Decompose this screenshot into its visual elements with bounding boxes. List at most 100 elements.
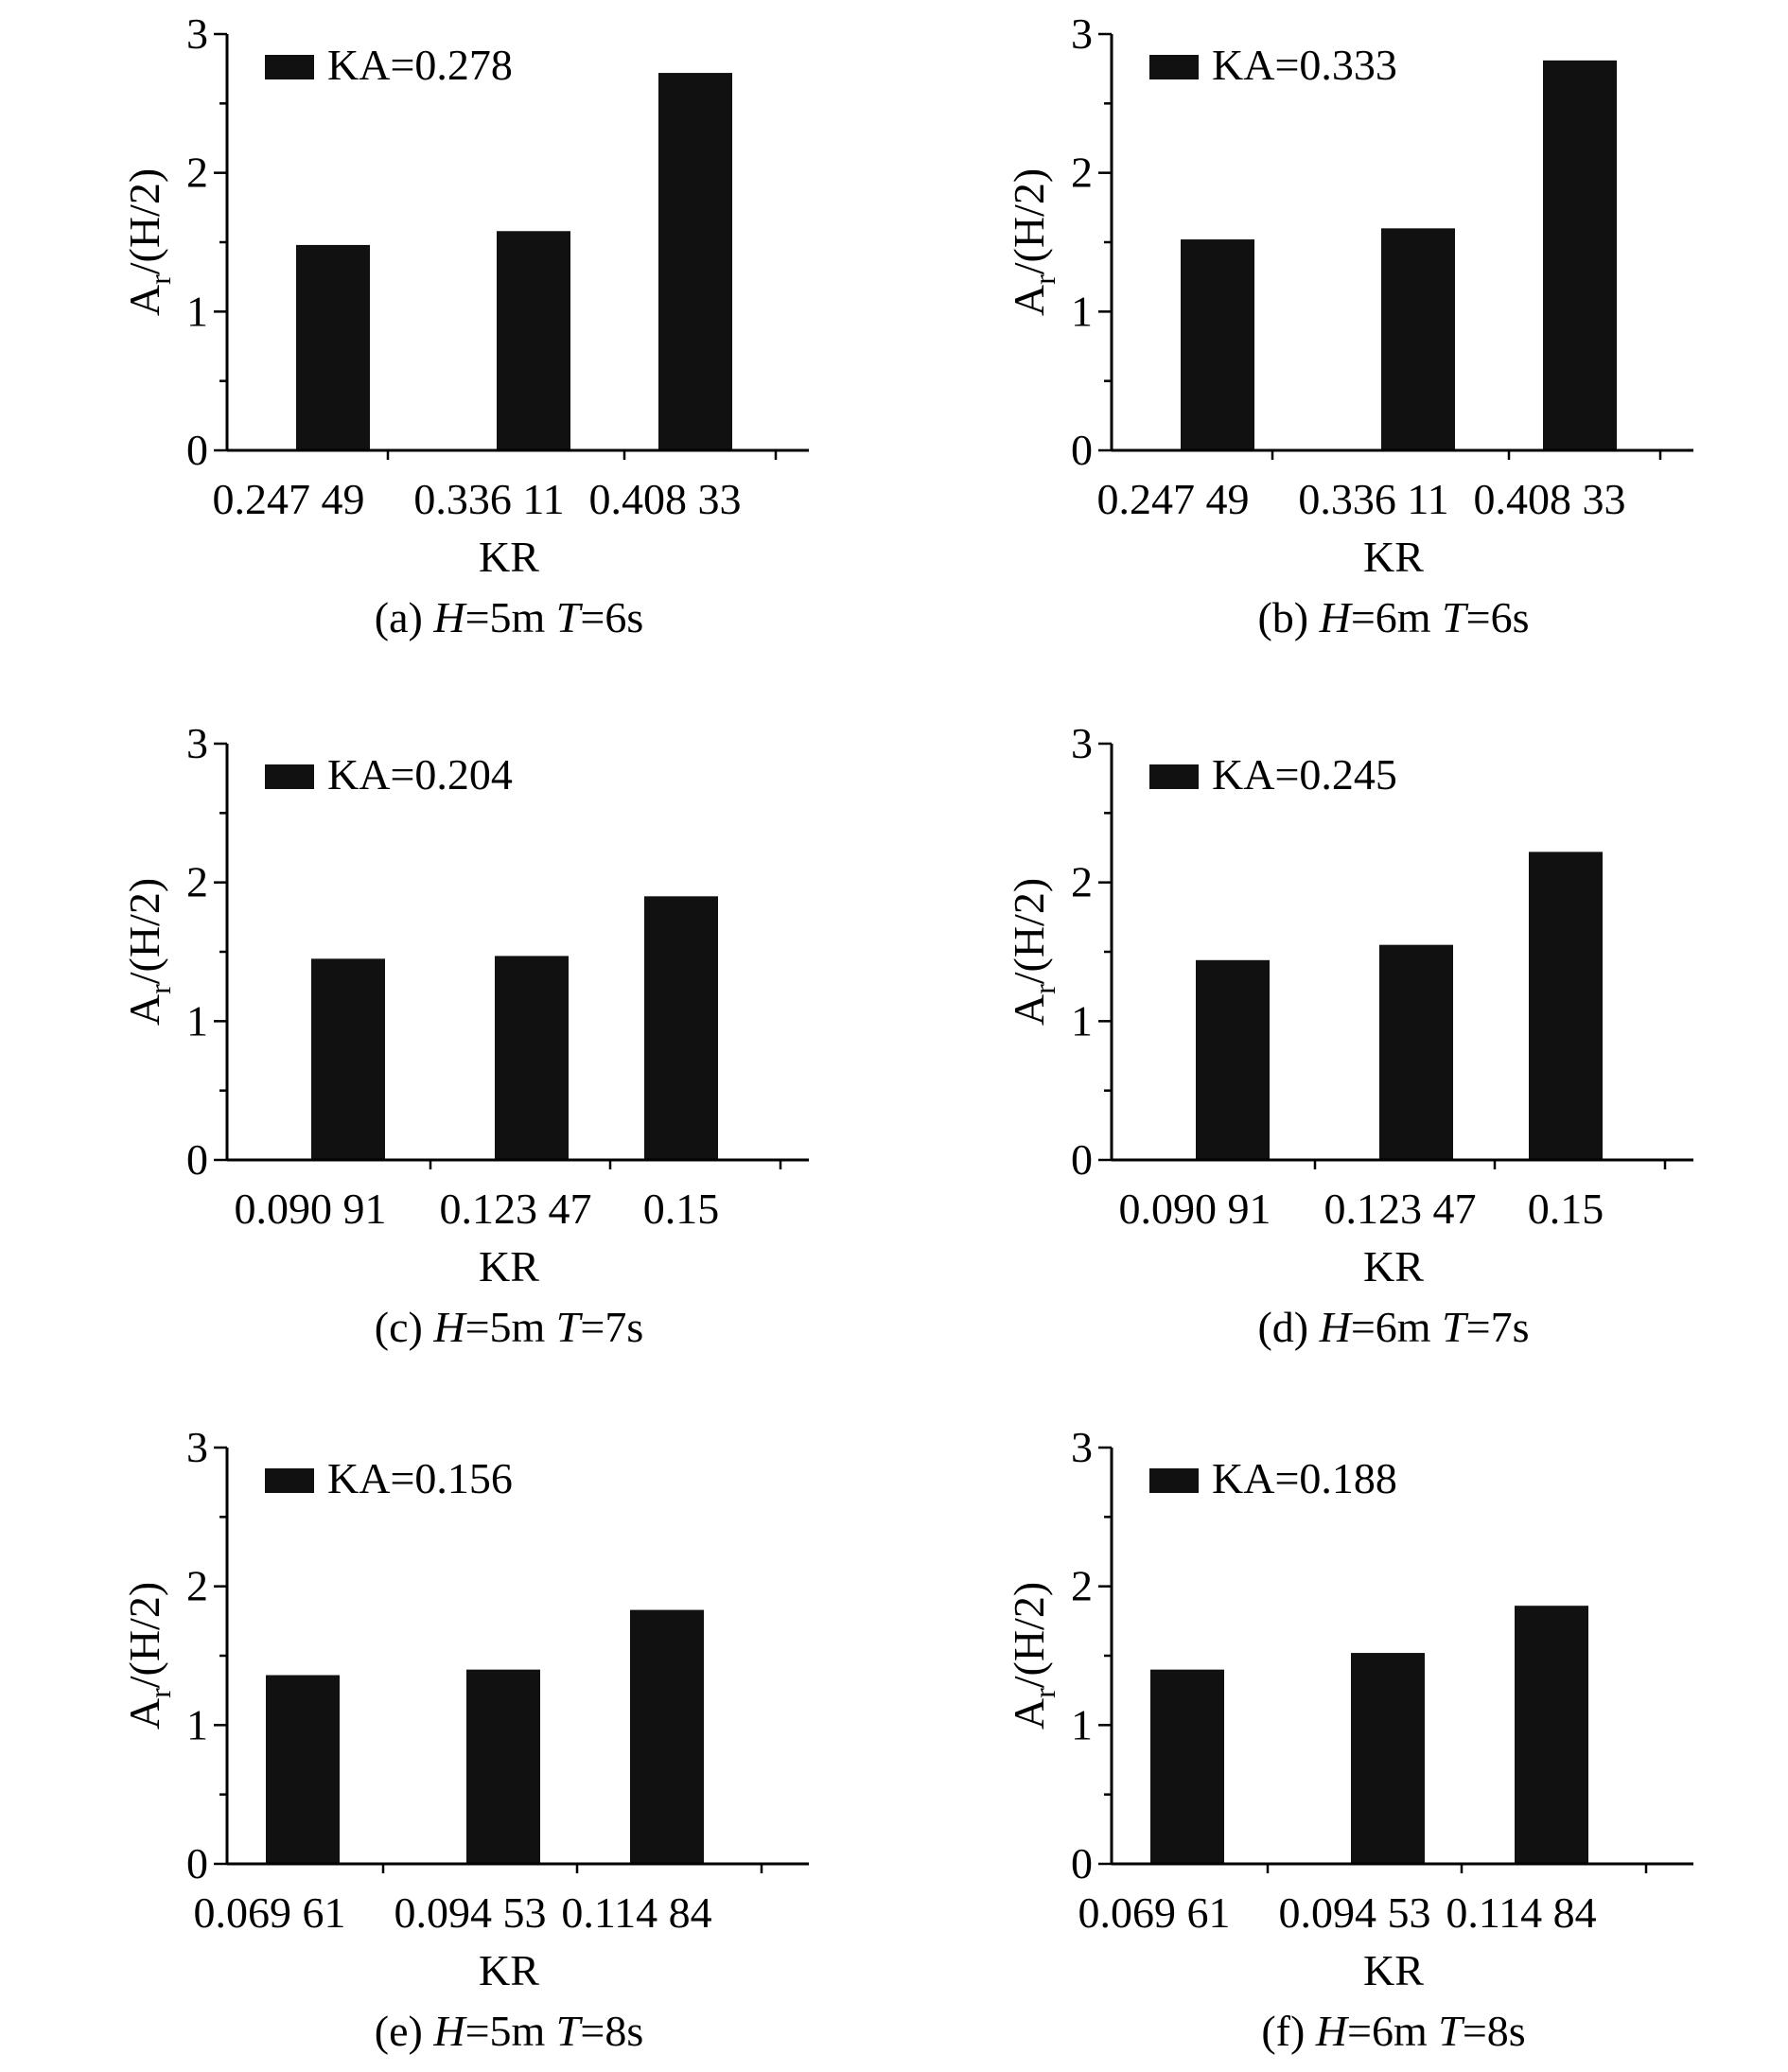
- caption-b: (b) H=6m T=6s: [1257, 593, 1529, 641]
- y-axis-title-tail: /(H/2): [1005, 878, 1053, 984]
- caption-h-value: =6m: [1351, 593, 1442, 641]
- x-category-label-a-3: 0.408 33: [589, 475, 742, 523]
- y-tick-label-f-1: 1: [1071, 1700, 1093, 1748]
- y-tick-label-a-3: 3: [186, 9, 208, 58]
- x-category-label-c-2: 0.123 47: [440, 1185, 592, 1233]
- legend-label-d: KA=0.245: [1212, 750, 1397, 799]
- x-axis-title-b: KR: [1363, 533, 1424, 581]
- x-axis-title-a: KR: [479, 533, 539, 581]
- bar-a-3: [658, 73, 732, 451]
- caption-h-value: =6m: [1351, 1303, 1442, 1351]
- caption-f: (f) H=6m T=8s: [1261, 2007, 1525, 2055]
- caption-h-variable: H: [432, 2007, 467, 2055]
- caption-prefix: (c): [375, 1303, 434, 1351]
- y-tick-label-b-1: 1: [1071, 287, 1093, 335]
- y-tick-label-e-3: 3: [186, 1423, 208, 1471]
- y-tick-label-d-2: 2: [1071, 858, 1093, 906]
- y-axis-title-main: A: [120, 1698, 168, 1730]
- y-tick-label-a-1: 1: [186, 287, 208, 335]
- chart-panel-e: 0 1 2 3 0.069 61 0.094 53 0.114 84 KR Ar/(H/2) KA…: [120, 1423, 809, 2055]
- y-axis-title-tail: /(H/2): [120, 1582, 168, 1688]
- x-category-label-c-3: 0.15: [643, 1185, 720, 1233]
- x-category-label-e-3: 0.114 84: [561, 1888, 711, 1937]
- caption-h-value: =6m: [1347, 2007, 1438, 2055]
- caption-c: (c) H=5m T=7s: [375, 1303, 643, 1351]
- bar-f-3: [1515, 1606, 1588, 1864]
- legend-swatch-c: [265, 764, 314, 789]
- caption-t-variable: T: [1442, 593, 1469, 641]
- caption-e: (e) H=5m T=8s: [375, 2007, 643, 2055]
- caption-prefix: (b): [1257, 593, 1319, 641]
- caption-prefix: (a): [375, 593, 434, 641]
- y-axis-title-subscript: r: [1027, 984, 1061, 994]
- y-tick-label-c-2: 2: [186, 858, 208, 906]
- bar-e-3: [630, 1609, 704, 1864]
- bar-d-2: [1379, 944, 1453, 1160]
- legend-swatch-f: [1149, 1468, 1199, 1493]
- caption-h-variable: H: [1319, 593, 1354, 641]
- caption-d: (d) H=6m T=7s: [1257, 1303, 1529, 1351]
- legend-label-c: KA=0.204: [327, 750, 513, 799]
- caption-h-value: =5m: [465, 1303, 556, 1351]
- x-axis-title-c: KR: [479, 1242, 539, 1291]
- y-tick-label-b-3: 3: [1071, 9, 1093, 58]
- bar-b-3: [1543, 60, 1617, 450]
- bar-b-2: [1381, 228, 1455, 450]
- bar-a-1: [296, 244, 370, 450]
- legend-label-f: KA=0.188: [1212, 1454, 1397, 1502]
- chart-panel-a: 0 1 2 3 0.247 49 0.336 11 0.408 33 KR Ar/(H/2) KA…: [120, 9, 809, 641]
- y-tick-label-c-0: 0: [186, 1135, 208, 1184]
- x-category-label-d-2: 0.123 47: [1324, 1185, 1477, 1233]
- legend-swatch-a: [265, 55, 314, 79]
- bar-c-1: [311, 958, 385, 1160]
- x-category-label-b-1: 0.247 49: [1097, 475, 1250, 523]
- caption-h-value: =5m: [465, 2007, 556, 2055]
- y-tick-label-d-0: 0: [1071, 1135, 1093, 1184]
- y-axis-title-subscript: r: [1027, 274, 1061, 285]
- caption-t-variable: T: [1438, 2007, 1465, 2055]
- legend-swatch-b: [1149, 55, 1199, 79]
- y-axis-title-main: A: [120, 994, 168, 1026]
- x-category-label-d-3: 0.15: [1528, 1185, 1604, 1233]
- caption-t-value: =7s: [1466, 1303, 1530, 1351]
- y-axis-title-subscript: r: [1027, 1688, 1061, 1698]
- caption-h-value: =5m: [465, 593, 556, 641]
- x-axis-title-f: KR: [1363, 1946, 1424, 1994]
- bar-d-3: [1529, 852, 1603, 1160]
- x-category-label-f-3: 0.114 84: [1446, 1888, 1596, 1937]
- y-tick-label-c-1: 1: [186, 996, 208, 1045]
- x-category-label-b-2: 0.336 11: [1298, 475, 1448, 523]
- y-axis-title-e: Ar/(H/2): [120, 1582, 177, 1730]
- caption-t-value: =6s: [580, 593, 643, 641]
- y-axis-title-tail: /(H/2): [1005, 1582, 1053, 1688]
- x-axis-title-e: KR: [479, 1946, 539, 1994]
- bar-f-2: [1351, 1653, 1425, 1864]
- y-axis-title-tail: /(H/2): [120, 168, 168, 274]
- y-tick-label-e-1: 1: [186, 1700, 208, 1748]
- y-tick-label-d-1: 1: [1071, 996, 1093, 1045]
- caption-prefix: (e): [375, 2007, 434, 2055]
- x-category-label-f-2: 0.094 53: [1279, 1888, 1431, 1937]
- x-category-label-f-1: 0.069 61: [1078, 1888, 1231, 1937]
- caption-t-variable: T: [556, 593, 584, 641]
- bar-a-2: [497, 231, 570, 450]
- x-category-label-c-1: 0.090 91: [235, 1185, 387, 1233]
- y-axis-title-main: A: [120, 285, 168, 316]
- caption-h-variable: H: [432, 593, 467, 641]
- legend-swatch-e: [265, 1468, 314, 1493]
- caption-h-variable: H: [432, 1303, 467, 1351]
- caption-h-variable: H: [1315, 2007, 1350, 2055]
- caption-t-variable: T: [556, 2007, 584, 2055]
- bar-e-2: [466, 1669, 540, 1864]
- y-axis-title-subscript: r: [143, 1688, 177, 1698]
- caption-a: (a) H=5m T=6s: [375, 593, 643, 641]
- chart-panel-b: 0 1 2 3 0.247 49 0.336 11 0.408 33 KR Ar/(H/2) KA…: [1005, 9, 1693, 641]
- legend-label-e: KA=0.156: [327, 1454, 513, 1502]
- caption-t-value: =6s: [1466, 593, 1530, 641]
- y-axis-title-b: Ar/(H/2): [1005, 168, 1061, 316]
- x-axis-title-d: KR: [1363, 1242, 1424, 1291]
- y-axis-title-c: Ar/(H/2): [120, 878, 177, 1026]
- y-axis-title-main: A: [1005, 994, 1053, 1026]
- y-axis-title-main: A: [1005, 285, 1053, 316]
